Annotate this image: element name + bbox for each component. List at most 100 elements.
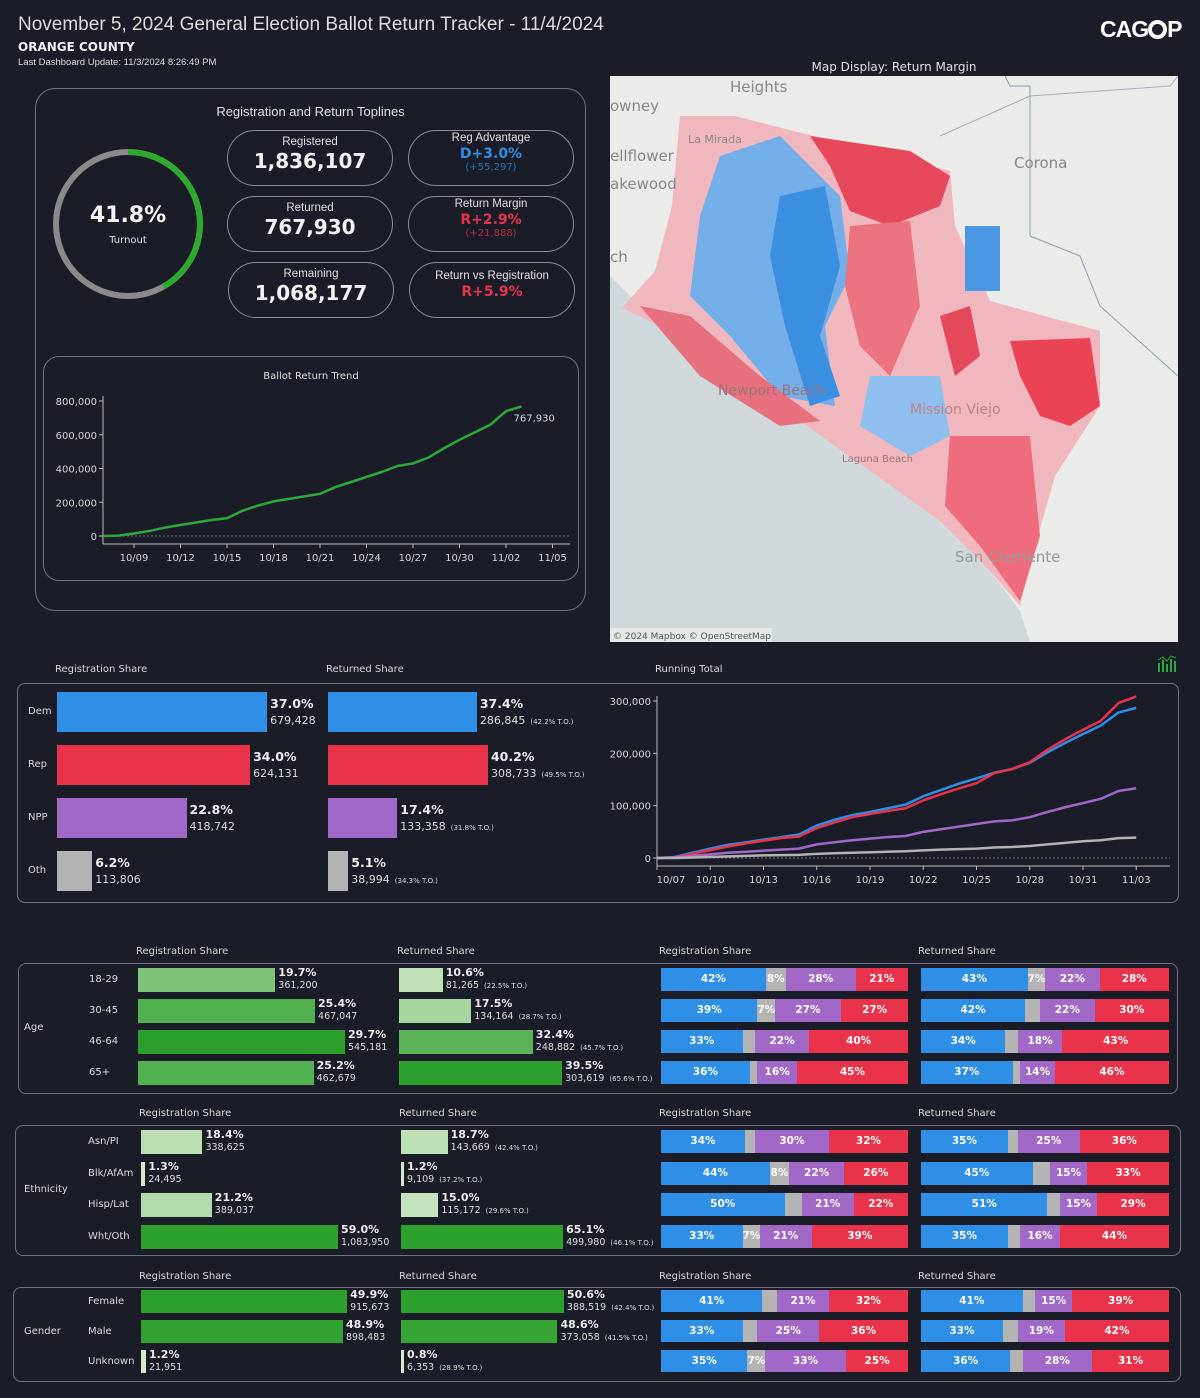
- x-tick-label: 10/31: [1069, 875, 1098, 886]
- row-label: Hisp/Lat: [88, 1199, 129, 1211]
- ret-share-count: 388,519 (42.4% T.O.): [566, 1302, 655, 1313]
- dem-series-line: [656, 706, 1137, 860]
- turnout-note: (28.7% T.O.): [518, 1013, 562, 1021]
- map-attribution[interactable]: © 2024 Mapbox © OpenStreetMap: [613, 632, 771, 642]
- oth-ret-segment: [1025, 999, 1041, 1022]
- running-total-title: Running Total: [655, 664, 723, 675]
- y-tick-label: 0: [645, 854, 651, 865]
- ret-party-mix-title: Returned Share: [918, 1271, 996, 1282]
- npp-reg-segment: 33%: [764, 1350, 847, 1372]
- cagop-logo: CAG P: [1100, 16, 1182, 42]
- return-vs-reg-value: R+5.9%: [461, 284, 523, 300]
- rep-ret-segment: 39%: [1072, 1290, 1169, 1312]
- chart-icon[interactable]: [1157, 655, 1177, 673]
- reg-share-bar: [138, 999, 316, 1023]
- reg-share-title: Registration Share: [136, 946, 229, 957]
- reg-share-count: 679,428: [270, 714, 316, 727]
- ret-share-count: 81,265 (22.5% T.O.): [445, 980, 528, 991]
- y-tick-label: 300,000: [610, 697, 651, 708]
- rep-ret-segment: 43%: [1062, 1030, 1169, 1053]
- ret-share-percent: 15.0%: [441, 1191, 480, 1205]
- dem-reg-segment: 35%: [661, 1350, 748, 1372]
- oth-reg-segment: [742, 1030, 755, 1053]
- npp-reg-segment: 25%: [757, 1320, 820, 1342]
- x-tick-label: 10/16: [802, 875, 831, 886]
- oth-ret-segment: [1032, 1161, 1050, 1185]
- turnout-note: (34.3% T.O.): [394, 877, 438, 885]
- county-line: [939, 76, 1178, 137]
- row-label: Blk/AfAm: [88, 1167, 134, 1179]
- reg-share-percent: 25.2%: [316, 1059, 355, 1072]
- reg-share-percent: 29.7%: [348, 1028, 387, 1041]
- return-margin-sub: (+21,888): [465, 228, 517, 239]
- ret-share-bar: [401, 1193, 439, 1218]
- toplines-title: Registration and Return Toplines: [216, 104, 405, 119]
- oth-reg-segment: [784, 1193, 802, 1217]
- ret-share-title: Returned Share: [399, 1108, 477, 1119]
- ret-share-count: 115,172 (29.6% T.O.): [441, 1205, 529, 1217]
- reg-share-percent: 18.4%: [205, 1128, 244, 1141]
- party-row-label: Rep: [28, 759, 47, 770]
- ret-share-count: 6,353 (28.9% T.O.): [407, 1362, 483, 1373]
- dem-ret-segment: 35%: [921, 1130, 1008, 1153]
- end-value-label: 767,930: [514, 413, 555, 424]
- ret-share-percent: 39.5%: [565, 1059, 604, 1072]
- reg-share-count: 389,037: [214, 1205, 255, 1217]
- turnout-note: (42.4% T.O.): [611, 1304, 655, 1312]
- reg-share-bar: [57, 798, 187, 838]
- map-place: Newport Beach: [718, 383, 825, 399]
- rep-ret-segment: 28%: [1099, 968, 1169, 991]
- returned-value: 767,930: [264, 215, 356, 239]
- turnout-note: (29.6% T.O.): [485, 1207, 529, 1216]
- dashboard-title: November 5, 2024 General Election Ballot…: [18, 14, 604, 35]
- return-margin-map[interactable]: Heights owney La Mirada ellflower akewoo…: [610, 76, 1178, 642]
- turnout-note: (41.5% T.O.): [604, 1334, 648, 1342]
- reg-advantage-sub: (+55,297): [465, 162, 517, 173]
- x-tick-label: 11/05: [538, 553, 567, 564]
- turnout-donut: [53, 149, 203, 299]
- return-margin-label: Return Margin: [454, 198, 528, 210]
- x-tick-label: 10/07: [657, 875, 686, 886]
- county-name: ORANGE COUNTY: [18, 40, 135, 54]
- reg-share-bar: [141, 1350, 146, 1373]
- ret-share-bar: [328, 745, 488, 785]
- x-tick-label: 10/13: [749, 875, 778, 886]
- oth-ret-segment: [1007, 1130, 1018, 1153]
- ret-share-percent: 48.6%: [560, 1318, 599, 1331]
- rep-ret-segment: 30%: [1094, 999, 1169, 1022]
- ret-share-title: Returned Share: [399, 1271, 477, 1282]
- dem-ret-segment: 42%: [921, 999, 1026, 1022]
- reg-share-count: 21,951: [148, 1362, 183, 1373]
- group-label: Ethnicity: [24, 1184, 68, 1195]
- ret-share-bar: [401, 1130, 448, 1154]
- row-label: 18-29: [89, 974, 119, 985]
- ret-share-bar: [328, 692, 477, 732]
- ret-share-count: 499,980 (46.1% T.O.): [566, 1237, 654, 1249]
- ret-share-count: 134,164 (28.7% T.O.): [474, 1011, 562, 1022]
- reg-share-title: Registration Share: [139, 1108, 232, 1119]
- ret-share-percent: 40.2%: [490, 749, 535, 764]
- rep-region: [945, 436, 1040, 601]
- ballot-trend-panel: [43, 356, 579, 581]
- map-place: Corona: [1014, 154, 1067, 172]
- reg-share-count: 338,625: [205, 1142, 245, 1153]
- registered-label: Registered: [282, 136, 338, 148]
- row-label: Asn/PI: [88, 1136, 119, 1147]
- toplines-panel: [35, 88, 586, 611]
- reg-share-count: 1,083,950: [341, 1237, 390, 1249]
- rep-coast-region: [640, 306, 820, 426]
- oth-reg-segment: [762, 1290, 778, 1312]
- dem-reg-segment: 44%: [661, 1161, 770, 1185]
- ret-share-percent: 0.8%: [407, 1348, 438, 1361]
- returned-label: Returned: [286, 202, 334, 214]
- dem-region: [860, 376, 950, 456]
- reg-advantage-value: D+3.0%: [459, 146, 523, 162]
- reg-share-count: 462,679: [316, 1073, 356, 1084]
- reg-share-bar: [138, 1030, 345, 1054]
- dem-ret-segment: 51%: [921, 1193, 1048, 1217]
- ret-share-percent: 50.6%: [566, 1288, 606, 1301]
- npp-ret-segment: 15%: [1035, 1290, 1073, 1312]
- ret-share-bar: [399, 999, 472, 1023]
- npp-series-line: [656, 786, 1137, 860]
- reg-share-percent: 6.2%: [95, 855, 130, 870]
